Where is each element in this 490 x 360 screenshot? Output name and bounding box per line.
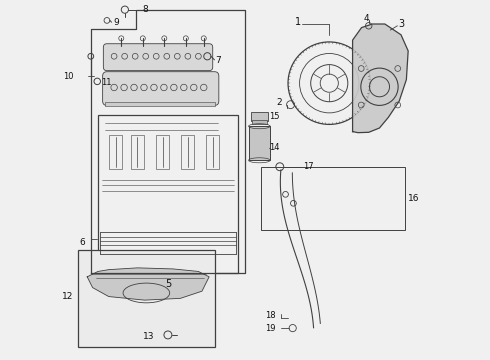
Bar <box>261 167 405 230</box>
FancyBboxPatch shape <box>102 72 219 105</box>
Text: 12: 12 <box>62 292 74 301</box>
Polygon shape <box>87 268 209 300</box>
Text: 2: 2 <box>276 98 282 107</box>
Text: 9: 9 <box>113 18 119 27</box>
Bar <box>206 135 219 169</box>
Text: 15: 15 <box>270 112 280 121</box>
Text: 17: 17 <box>303 162 314 171</box>
Text: 19: 19 <box>265 324 275 333</box>
Text: 7: 7 <box>216 56 221 65</box>
Bar <box>131 135 144 169</box>
Text: 8: 8 <box>143 5 148 14</box>
Bar <box>252 120 267 125</box>
Text: 10: 10 <box>63 72 74 81</box>
Polygon shape <box>353 24 408 133</box>
Bar <box>156 135 169 169</box>
Bar <box>78 250 215 347</box>
Text: 3: 3 <box>398 19 405 30</box>
Text: 16: 16 <box>408 194 419 203</box>
Text: 1: 1 <box>295 17 301 27</box>
Bar <box>251 112 268 121</box>
Bar <box>105 102 215 107</box>
Text: 5: 5 <box>165 279 171 289</box>
Bar <box>181 135 194 169</box>
Text: 14: 14 <box>270 143 280 152</box>
Text: 18: 18 <box>265 311 275 320</box>
Text: 11: 11 <box>101 78 111 87</box>
Bar <box>98 116 238 273</box>
Text: 13: 13 <box>143 332 154 341</box>
Bar <box>109 135 122 169</box>
Text: 4: 4 <box>364 14 369 23</box>
Text: 6: 6 <box>80 238 85 247</box>
FancyBboxPatch shape <box>103 44 213 71</box>
Bar <box>248 126 270 160</box>
